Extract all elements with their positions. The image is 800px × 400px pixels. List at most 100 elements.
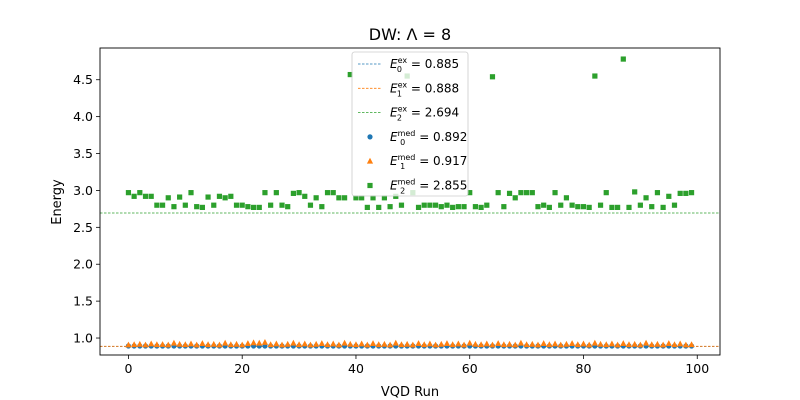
legend-label-4: Emed 1 = 0.917 <box>390 153 467 171</box>
point-2-68 <box>512 195 518 201</box>
point-1-90 <box>637 341 644 348</box>
point-1-93 <box>654 340 661 347</box>
x-tick-label-5: 100 <box>685 361 709 376</box>
point-1-18 <box>227 341 234 348</box>
point-1-55 <box>438 340 445 347</box>
point-2-38 <box>341 195 348 201</box>
point-1-83 <box>597 340 604 347</box>
point-1-20 <box>239 341 246 348</box>
point-1-95 <box>665 340 672 346</box>
point-2-19 <box>233 202 240 208</box>
point-2-72 <box>535 204 541 210</box>
point-2-95 <box>666 193 672 199</box>
point-2-26 <box>273 190 279 196</box>
point-2-28 <box>285 204 291 210</box>
point-2-87 <box>620 56 626 62</box>
point-1-82 <box>591 339 598 346</box>
point-1-94 <box>660 341 667 348</box>
point-1-13 <box>199 340 206 346</box>
point-2-56 <box>444 202 450 208</box>
point-1-43 <box>369 340 377 346</box>
point-1-34 <box>318 340 325 346</box>
series-2 <box>125 56 695 211</box>
point-2-93 <box>654 190 661 196</box>
point-2-20 <box>239 202 245 208</box>
point-1-30 <box>295 341 303 348</box>
point-2-65 <box>495 190 501 196</box>
point-2-22 <box>250 204 257 211</box>
point-2-32 <box>307 202 314 208</box>
point-2-4 <box>148 193 154 199</box>
point-1-4 <box>148 340 155 347</box>
point-1-87 <box>620 340 627 346</box>
point-1-89 <box>631 340 638 347</box>
point-1-28 <box>284 340 291 347</box>
point-2-82 <box>592 73 598 79</box>
point-1-98 <box>682 341 689 348</box>
point-1-81 <box>586 341 593 348</box>
point-1-92 <box>648 341 655 348</box>
point-1-84 <box>603 341 610 348</box>
point-1-85 <box>608 340 616 347</box>
point-2-39 <box>347 71 353 78</box>
point-2-24 <box>262 190 268 196</box>
x-tick-label-3: 60 <box>462 361 478 376</box>
point-1-9 <box>176 340 183 347</box>
point-2-75 <box>552 190 558 196</box>
point-1-41 <box>358 340 365 347</box>
point-2-31 <box>302 193 308 199</box>
point-2-9 <box>177 194 183 200</box>
point-1-37 <box>335 341 342 348</box>
point-2-59 <box>461 204 467 210</box>
point-2-55 <box>438 204 444 210</box>
point-2-96 <box>671 202 678 208</box>
y-axis: 1.0 1.5 2.0 2.5 3.0 3.5 4.0 4.5 <box>73 72 100 346</box>
point-1-88 <box>625 341 633 348</box>
point-1-27 <box>278 341 286 348</box>
point-1-72 <box>534 341 542 348</box>
point-2-83 <box>597 202 604 208</box>
point-2-73 <box>541 202 547 208</box>
y-axis-label: Energy <box>50 179 65 225</box>
point-2-23 <box>256 204 262 211</box>
point-1-60 <box>466 339 473 346</box>
point-1-25 <box>267 341 274 348</box>
point-2-99 <box>688 190 695 196</box>
point-1-21 <box>244 340 251 346</box>
x-axis: 0 20 40 60 80 100 <box>124 355 709 376</box>
point-2-86 <box>615 204 621 211</box>
point-1-6 <box>159 341 166 347</box>
point-1-35 <box>324 341 331 348</box>
point-2-45 <box>381 195 388 201</box>
point-1-26 <box>273 340 280 347</box>
point-1-67 <box>506 340 513 347</box>
point-1-47 <box>392 339 399 346</box>
x-tick-label-4: 80 <box>576 361 592 376</box>
legend: Eex 0 = 0.885 Eex 1 = 0.888 Eex 2 = 2.694 Emed… <box>351 51 469 197</box>
point-1-0 <box>125 341 132 348</box>
point-1-46 <box>386 341 394 348</box>
point-2-5 <box>154 202 160 208</box>
point-1-69 <box>517 339 525 346</box>
point-1-91 <box>642 339 650 346</box>
point-1-63 <box>483 340 490 347</box>
point-2-33 <box>313 195 319 201</box>
y-tick-label-6: 4.0 <box>73 109 93 124</box>
point-1-12 <box>193 341 200 348</box>
point-1-99 <box>688 341 695 348</box>
point-1-86 <box>614 341 621 348</box>
point-2-81 <box>586 204 592 211</box>
point-2-35 <box>324 190 331 196</box>
point-1-97 <box>677 340 684 347</box>
plot-frame <box>99 47 721 356</box>
point-2-36 <box>330 190 336 196</box>
legend-label-5: Emed 2 = 2.855 <box>390 178 467 196</box>
point-1-15 <box>210 340 217 347</box>
point-2-43 <box>370 195 376 201</box>
point-2-18 <box>228 193 234 199</box>
legend-box <box>351 51 469 197</box>
point-1-48 <box>398 341 405 348</box>
point-1-54 <box>432 341 439 348</box>
point-1-74 <box>546 341 553 348</box>
